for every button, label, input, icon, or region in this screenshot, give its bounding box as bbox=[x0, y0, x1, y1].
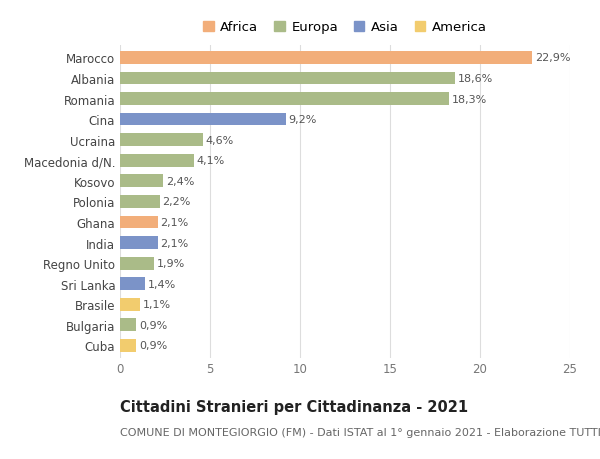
Bar bbox=[120, 237, 158, 249]
Bar bbox=[120, 319, 136, 331]
Text: 9,2%: 9,2% bbox=[288, 115, 317, 125]
Text: 0,9%: 0,9% bbox=[139, 320, 167, 330]
Text: Cittadini Stranieri per Cittadinanza - 2021: Cittadini Stranieri per Cittadinanza - 2… bbox=[120, 399, 468, 414]
Bar bbox=[120, 155, 194, 167]
Bar bbox=[120, 134, 203, 147]
Bar bbox=[120, 93, 449, 106]
Bar bbox=[120, 52, 532, 65]
Bar bbox=[120, 113, 286, 126]
Text: 2,4%: 2,4% bbox=[166, 176, 194, 186]
Bar bbox=[120, 175, 163, 188]
Bar bbox=[120, 196, 160, 208]
Text: 1,9%: 1,9% bbox=[157, 258, 185, 269]
Bar bbox=[120, 73, 455, 85]
Legend: Africa, Europa, Asia, America: Africa, Europa, Asia, America bbox=[203, 21, 487, 34]
Text: 1,4%: 1,4% bbox=[148, 279, 176, 289]
Text: 1,1%: 1,1% bbox=[143, 300, 170, 310]
Text: 18,3%: 18,3% bbox=[452, 94, 487, 104]
Text: 0,9%: 0,9% bbox=[139, 341, 167, 351]
Bar bbox=[120, 339, 136, 352]
Text: COMUNE DI MONTEGIORGIO (FM) - Dati ISTAT al 1° gennaio 2021 - Elaborazione TUTTI: COMUNE DI MONTEGIORGIO (FM) - Dati ISTAT… bbox=[120, 427, 600, 437]
Text: 2,2%: 2,2% bbox=[162, 197, 191, 207]
Text: 22,9%: 22,9% bbox=[535, 53, 571, 63]
Bar bbox=[120, 257, 154, 270]
Text: 4,1%: 4,1% bbox=[197, 156, 225, 166]
Text: 18,6%: 18,6% bbox=[458, 74, 493, 84]
Bar bbox=[120, 298, 140, 311]
Bar bbox=[120, 216, 158, 229]
Bar bbox=[120, 278, 145, 291]
Text: 2,1%: 2,1% bbox=[161, 218, 189, 228]
Text: 2,1%: 2,1% bbox=[161, 238, 189, 248]
Text: 4,6%: 4,6% bbox=[205, 135, 234, 146]
